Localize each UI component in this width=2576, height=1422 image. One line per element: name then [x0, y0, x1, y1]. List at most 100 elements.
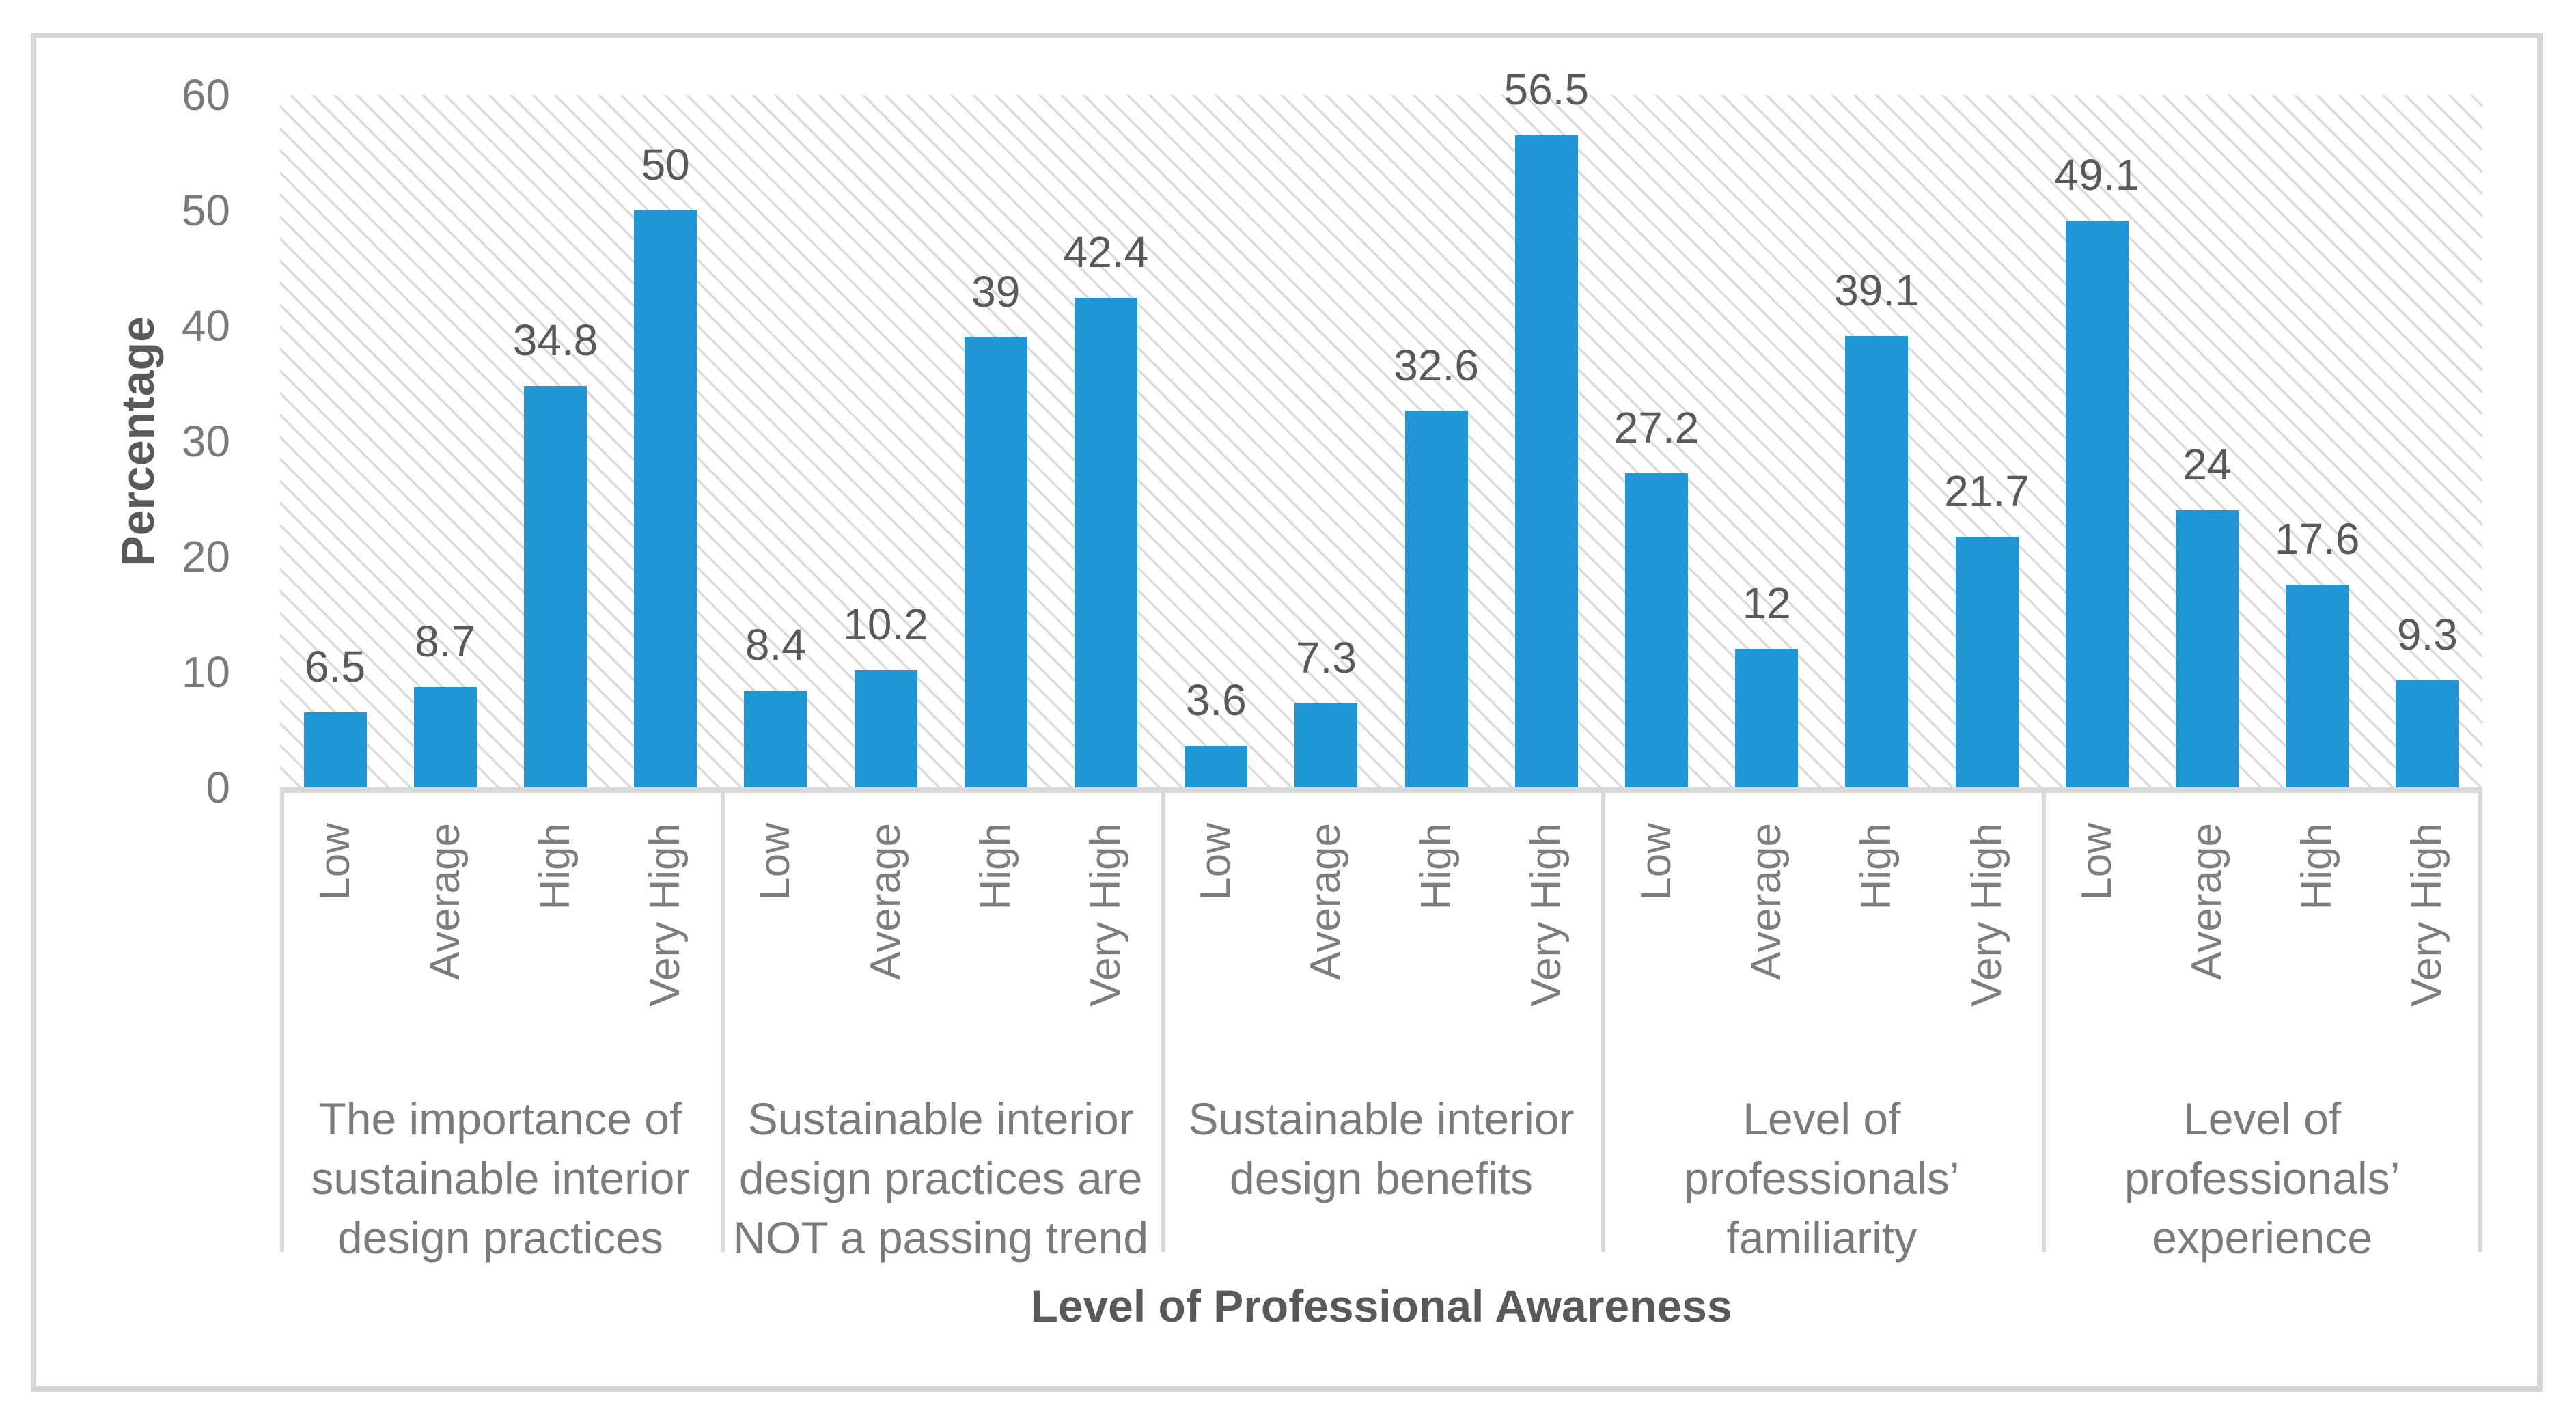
bar-group: 3.6 7.3 32.6 56.5 [1161, 68, 1602, 787]
bar-slot: 34.8 [513, 95, 598, 787]
bar-value-label: 12 [1742, 578, 1791, 628]
bar [2065, 221, 2129, 787]
category-tick-cell: Low [2070, 823, 2124, 1117]
group-label-line: Level of [1743, 1093, 1901, 1144]
group-label-line: Sustainable interior [747, 1093, 1134, 1144]
category-tick-label: Low [1633, 823, 1680, 901]
category-tick-cell: Average [859, 823, 913, 1117]
group-divider [1161, 793, 1165, 1252]
group-label-line: design benefits [1229, 1153, 1533, 1203]
bar-slot: 10.2 [843, 95, 928, 787]
bar [303, 712, 367, 787]
bar-value-label: 56.5 [1504, 65, 1590, 115]
category-tick-label: Very High [2403, 823, 2451, 1007]
bar-value-label: 3.6 [1185, 675, 1247, 725]
group-divider [2042, 793, 2047, 1252]
group-label: Level of professionals’ experience [2042, 1089, 2482, 1268]
y-tick-label: 40 [181, 301, 230, 350]
bar-group: 8.4 10.2 39 42.4 [721, 95, 1161, 787]
category-tick-label: High [1412, 823, 1460, 910]
bar-slot: 39.1 [1834, 95, 1920, 787]
bar-value-label: 50 [641, 140, 690, 189]
bar-value-label: 32.6 [1394, 341, 1479, 391]
category-tick-label: High [1853, 823, 1900, 910]
y-tick-label: 0 [206, 763, 230, 812]
bar-slot: 32.6 [1394, 95, 1479, 787]
bar-slot: 8.7 [413, 95, 477, 787]
bar [1294, 703, 1358, 787]
category-tick-label: Low [1192, 823, 1240, 901]
bar [1624, 473, 1688, 787]
bar-value-label: 17.6 [2274, 514, 2360, 563]
group-label-line: professionals’ [2124, 1153, 2400, 1203]
category-tick-cell: Average [1299, 823, 1353, 1117]
bar [2175, 510, 2239, 787]
category-tick-cell: Very High [2400, 823, 2454, 1117]
bar-value-label: 24 [2183, 440, 2232, 490]
bar-slot: 8.4 [744, 95, 807, 787]
category-tick-label: Very High [1082, 823, 1129, 1007]
group-divider [720, 793, 725, 1252]
bar-slot: 56.5 [1504, 68, 1589, 787]
group-divider [1601, 793, 1606, 1252]
plot-area: 6.5 8.7 34.8 50 8.4 10.2 39 42.4 3.6 7.3 32.6 56.5 2… [280, 68, 2482, 793]
group-label-line: Level of [2183, 1093, 2342, 1144]
bar [634, 210, 697, 787]
group-label-line: experience [2152, 1212, 2373, 1263]
category-tick-label: High [971, 823, 1019, 910]
category-tick-label: Average [1743, 823, 1790, 980]
category-tick-cell: High [2290, 823, 2344, 1117]
bar-value-label: 8.4 [745, 620, 806, 670]
category-tick-label: Average [421, 823, 469, 980]
bar [1735, 649, 1799, 787]
x-axis-label-band: Low Average High Very High The importance of… [280, 793, 2482, 1263]
bar [1514, 135, 1578, 787]
bar-slot: 49.1 [2055, 95, 2139, 787]
bar [413, 686, 477, 787]
bar-group: 6.5 8.7 34.8 50 [280, 95, 721, 787]
bar-slot: 50 [634, 95, 697, 787]
bar-group: 27.2 12 39.1 21.7 [1601, 95, 2042, 787]
bar-slot: 17.6 [2275, 95, 2359, 787]
bar-value-label: 7.3 [1295, 632, 1357, 682]
category-tick-cell: Very High [1960, 823, 2014, 1117]
group-label-line: design practices [337, 1212, 663, 1263]
category-tick-label: Very High [1522, 823, 1570, 1007]
y-tick-label: 10 [181, 647, 230, 697]
y-axis-tick-labels: 0 10 20 30 40 50 60 [0, 0, 230, 1422]
category-tick-label: Very High [1963, 823, 2010, 1007]
category-tick-label: Low [2073, 823, 2120, 901]
bar [2396, 680, 2459, 787]
group-divider [280, 793, 284, 1252]
group-label: The importance of sustainable interior des… [280, 1089, 721, 1268]
bar-value-label: 8.7 [415, 616, 476, 666]
bar [854, 669, 917, 787]
y-tick-label: 60 [181, 70, 230, 120]
bar-slot: 24 [2175, 95, 2239, 787]
group-label-line: design practices are [738, 1153, 1143, 1203]
bar-value-label: 34.8 [512, 315, 598, 365]
category-tick-cell: High [1849, 823, 1904, 1117]
category-tick-cell: Average [418, 823, 473, 1117]
bar [964, 337, 1027, 787]
bar-slot: 39 [964, 95, 1027, 787]
category-tick-cell: High [528, 823, 583, 1117]
category-tick-cell: Very High [638, 823, 693, 1117]
bar [1074, 298, 1137, 787]
bar-value-label: 42.4 [1063, 227, 1149, 277]
group-label: Level of professionals’ familiarity [1601, 1089, 2042, 1268]
bar [523, 385, 587, 787]
y-tick-label: 30 [181, 417, 230, 466]
category-tick-label: Low [311, 823, 359, 901]
bar-slot: 3.6 [1185, 95, 1248, 787]
bar [1845, 336, 1909, 787]
figure-border [31, 33, 2543, 1392]
category-tick-cell: Average [1739, 823, 1794, 1117]
category-tick-cell: Very High [1079, 823, 1133, 1117]
category-tick-cell: High [969, 823, 1023, 1117]
category-tick-label: Low [751, 823, 799, 901]
group-label-line: familiarity [1726, 1212, 1917, 1263]
y-tick-label: 50 [181, 186, 230, 235]
category-tick-cell: Very High [1519, 823, 1574, 1117]
